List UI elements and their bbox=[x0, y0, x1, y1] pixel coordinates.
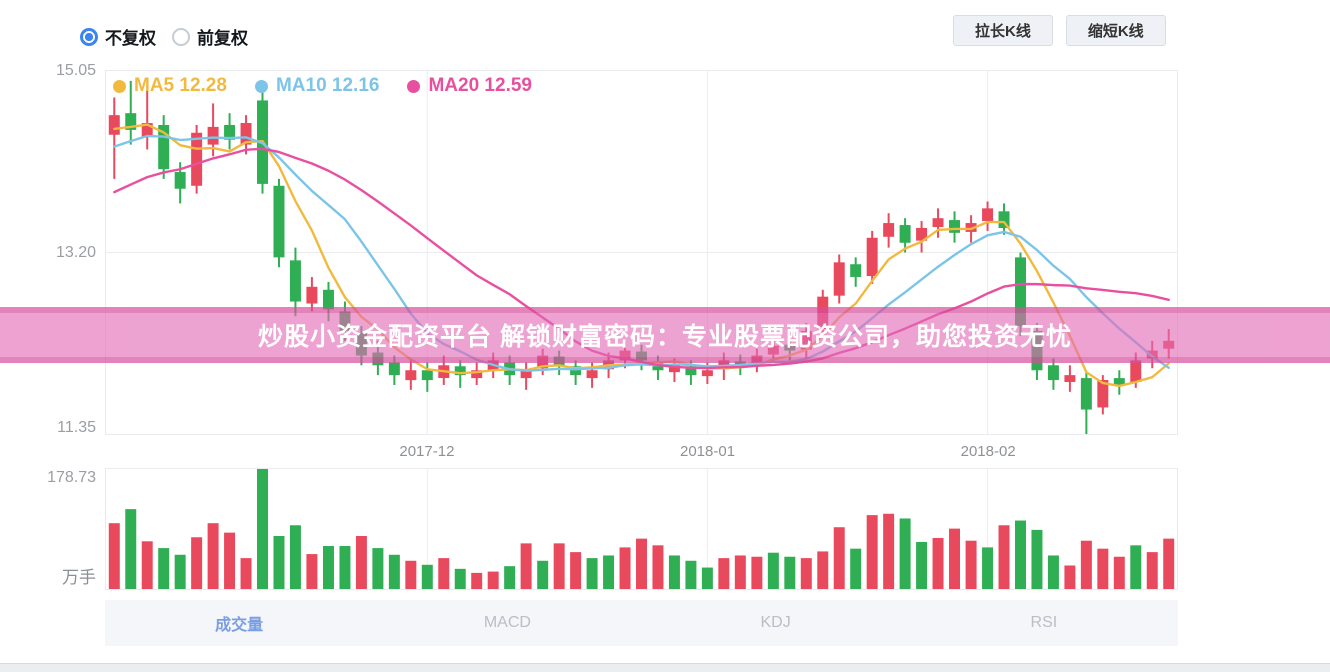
ma20-legend: MA20 12.59 bbox=[407, 75, 532, 97]
kline-zoom-buttons: 拉长K线 缩短K线 bbox=[953, 15, 1166, 46]
tab-macd[interactable]: MACD bbox=[483, 614, 531, 631]
tab-rsi[interactable]: RSI bbox=[1030, 614, 1058, 631]
ma20-legend-label: MA20 12.59 bbox=[428, 75, 532, 96]
ma5-legend-label: MA5 12.28 bbox=[134, 75, 227, 96]
radio-selected-icon bbox=[80, 27, 98, 46]
volume-unit-label: 万手 bbox=[62, 568, 96, 587]
date-label-feb: 2018-02 bbox=[960, 443, 1016, 460]
shrink-kline-button[interactable]: 缩短K线 bbox=[1065, 15, 1166, 46]
ma5-legend: MA5 12.28 bbox=[113, 75, 227, 97]
ma10-dot-icon bbox=[254, 79, 268, 93]
stretch-kline-button[interactable]: 拉长K线 bbox=[953, 15, 1053, 46]
ma5-dot-icon bbox=[113, 79, 126, 93]
date-label-dec: 2017-12 bbox=[399, 443, 455, 460]
radio-no-adjust[interactable]: 不复权 bbox=[80, 24, 156, 49]
ad-banner-text: 炒股小资金配资平台 解锁财富密码：专业股票配资公司，助您投资无忧 bbox=[258, 323, 1072, 351]
indicator-tabbar: 成交量 MACD KDJ RSI bbox=[105, 600, 1178, 646]
date-label-jan: 2018-01 bbox=[679, 443, 736, 460]
volume-chart bbox=[105, 468, 1178, 590]
tab-kdj[interactable]: KDJ bbox=[760, 614, 791, 631]
ma20-dot-icon bbox=[407, 79, 421, 93]
radio-forward-adjust[interactable]: 前复权 bbox=[172, 24, 248, 49]
price-ylabel-min: 11.35 bbox=[57, 419, 96, 436]
price-ylabel-max: 15.05 bbox=[55, 62, 96, 79]
price-ylabel-mid: 13.20 bbox=[55, 244, 96, 261]
volume-max-label: 178.73 bbox=[47, 469, 96, 486]
ma10-legend: MA10 12.16 bbox=[254, 75, 380, 97]
ad-banner[interactable]: 炒股小资金配资平台 解锁财富密码：专业股票配资公司，助您投资无忧 bbox=[0, 307, 1330, 363]
ma-legend: MA5 12.28 MA10 12.16 MA20 12.59 bbox=[113, 75, 532, 97]
adjust-radio-group: 不复权 前复权 bbox=[80, 24, 248, 49]
tab-volume[interactable]: 成交量 bbox=[215, 617, 264, 634]
radio-no-adjust-label: 不复权 bbox=[105, 29, 156, 48]
volume-chart-svg bbox=[108, 469, 1175, 589]
ma10-legend-label: MA10 12.16 bbox=[275, 75, 380, 96]
window-bottom-strip bbox=[0, 663, 1330, 672]
radio-unselected-icon bbox=[172, 27, 190, 46]
candlestick-chart-svg bbox=[106, 71, 1177, 434]
radio-forward-adjust-label: 前复权 bbox=[197, 29, 248, 48]
date-axis: 2017-12 2018-01 2018-02 bbox=[105, 443, 1178, 463]
candlestick-chart bbox=[105, 70, 1178, 435]
